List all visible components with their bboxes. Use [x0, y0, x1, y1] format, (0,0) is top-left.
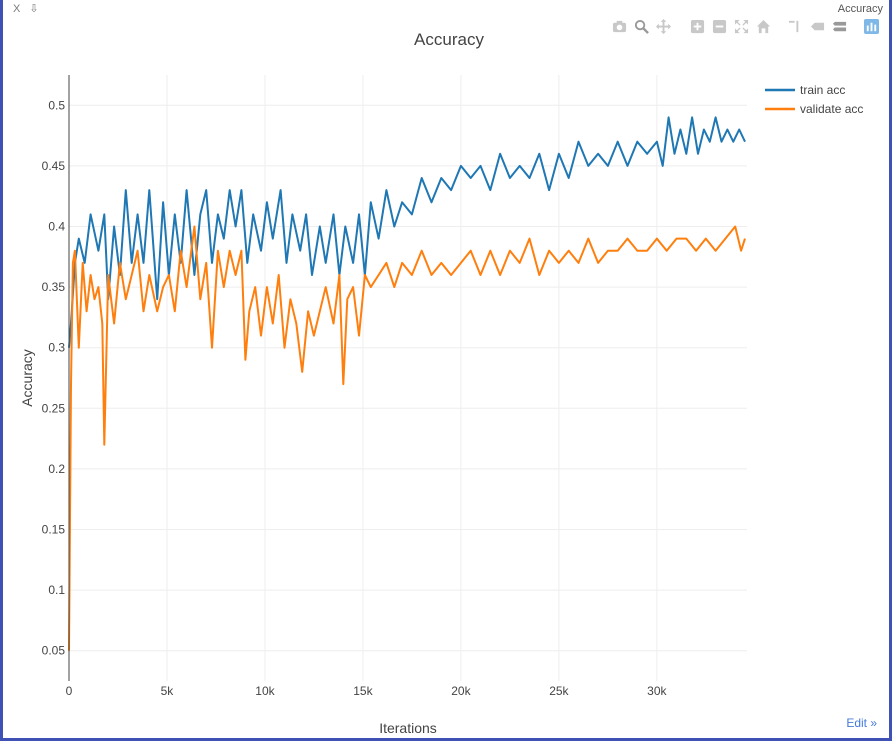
x-axis-label: Iterations [379, 720, 437, 736]
zoom-in-icon[interactable] [689, 18, 705, 34]
y-tick-label: 0.35 [42, 280, 66, 294]
window-controls: X ⇩ [13, 2, 45, 15]
y-tick-label: 0.5 [48, 98, 65, 112]
y-tick-label: 0.2 [48, 462, 65, 476]
y-tick-label: 0.45 [42, 159, 66, 173]
hover-closest-icon[interactable] [809, 18, 825, 34]
series-line-validate[interactable] [68, 225, 746, 651]
legend-label[interactable]: validate acc [800, 102, 863, 116]
camera-icon[interactable] [611, 18, 627, 34]
x-tick-label: 15k [353, 684, 373, 698]
zoom-icon[interactable] [633, 18, 649, 34]
y-tick-label: 0.25 [42, 401, 66, 415]
x-tick-label: 30k [647, 684, 667, 698]
x-tick-label: 25k [549, 684, 569, 698]
autoscale-icon[interactable] [733, 18, 749, 34]
y-tick-label: 0.15 [42, 523, 66, 537]
y-tick-label: 0.1 [48, 583, 65, 597]
legend-label[interactable]: train acc [800, 83, 845, 97]
axes: 0.05 0.1 0.15 0.2 0.25 0.3 0.35 0.4 0.45 0.5 0 5k 10… [42, 75, 668, 698]
y-tick-label: 0.05 [42, 644, 66, 658]
home-icon[interactable] [755, 18, 771, 34]
grid-lines [69, 75, 747, 681]
edit-link[interactable]: Edit » [846, 716, 877, 730]
chart-title: Accuracy [414, 30, 484, 49]
y-tick-label: 0.3 [48, 341, 65, 355]
window-title: Accuracy [837, 3, 883, 15]
x-tick-label: 10k [255, 684, 275, 698]
series-line-train[interactable] [68, 116, 746, 348]
pin-icon[interactable]: ⇩ [29, 3, 39, 15]
hover-compare-icon[interactable] [831, 18, 847, 34]
legend[interactable]: train acc validate acc [765, 83, 863, 116]
x-tick-label: 20k [451, 684, 471, 698]
pan-icon[interactable] [655, 18, 671, 34]
series-layer[interactable] [68, 116, 746, 651]
close-icon[interactable]: X [13, 3, 21, 15]
modebar [611, 18, 879, 34]
y-tick-label: 0.4 [48, 220, 65, 234]
y-axis-label: Accuracy [19, 349, 35, 407]
plotly-logo-icon[interactable] [863, 18, 879, 34]
x-tick-label: 5k [161, 684, 175, 698]
spike-lines-icon[interactable] [787, 18, 803, 34]
zoom-out-icon[interactable] [711, 18, 727, 34]
x-tick-label: 0 [66, 684, 73, 698]
accuracy-chart[interactable]: 0.05 0.1 0.15 0.2 0.25 0.3 0.35 0.4 0.45 0.5 0 5k 10… [3, 0, 889, 738]
